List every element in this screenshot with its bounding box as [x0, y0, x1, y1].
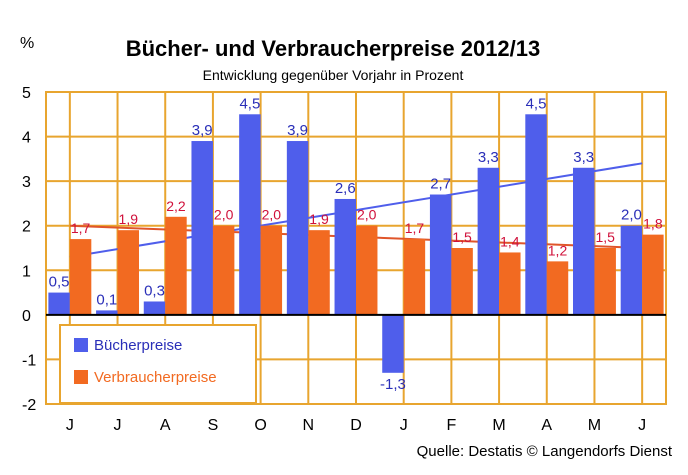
data-label-buecherpreise: 4,5 [526, 95, 547, 112]
data-label-verbraucherpreise: 1,7 [405, 220, 425, 236]
data-label-verbraucherpreise: 1,4 [500, 233, 520, 249]
data-label-verbraucherpreise: 1,9 [119, 211, 139, 227]
x-tick-label: A [160, 417, 171, 434]
data-label-buecherpreise: 3,3 [573, 149, 594, 166]
legend-box [59, 324, 257, 404]
bar-buecherpreise [525, 114, 547, 315]
y-tick-label: 3 [22, 174, 31, 191]
y-tick-label: -1 [22, 352, 36, 369]
x-tick-label: M [588, 417, 601, 434]
data-label-verbraucherpreise: 2,0 [357, 207, 377, 223]
bar-buecherpreise [620, 225, 643, 315]
data-label-verbraucherpreise: 2,0 [262, 207, 282, 223]
data-label-buecherpreise: 0,5 [49, 274, 70, 291]
bar-verbraucherpreise [451, 248, 473, 315]
legend-label-verbraucherpreise: Verbraucherpreise [94, 369, 217, 386]
chart-subtitle: Entwicklung gegenüber Vorjahr in Prozent [203, 67, 464, 83]
bars [48, 114, 664, 373]
x-tick-label: N [303, 417, 315, 434]
x-tick-label: M [492, 417, 505, 434]
x-tick-label: O [254, 417, 266, 434]
x-tick-label: J [114, 417, 122, 434]
data-label-buecherpreise: 3,9 [192, 122, 213, 139]
y-unit-label: % [20, 35, 34, 52]
axes: -2 -1 0 1 2 3 4 5 J J A S O N D J F M A M J [22, 85, 666, 434]
bar-buecherpreise [143, 301, 166, 315]
y-tick-label: 0 [22, 308, 31, 325]
x-tick-label: F [446, 417, 456, 434]
data-label-verbraucherpreise: 1,5 [595, 229, 615, 245]
y-tick-label: -2 [22, 397, 36, 414]
legend: Bücherpreise Verbraucherpreise [59, 324, 257, 404]
data-label-verbraucherpreise: 2,2 [166, 198, 186, 214]
data-label-verbraucherpreise: 1,8 [643, 216, 663, 232]
data-label-buecherpreise: 3,9 [287, 122, 308, 139]
bar-buecherpreise [48, 292, 70, 315]
bar-buecherpreise [191, 141, 213, 315]
bar-verbraucherpreise [165, 216, 187, 315]
bar-buecherpreise [429, 194, 452, 315]
bar-buecherpreise [96, 310, 118, 315]
data-label-buecherpreise: 2,6 [335, 180, 356, 197]
bar-buecherpreise [573, 167, 595, 315]
data-label-verbraucherpreise: 1,2 [548, 242, 568, 258]
data-labels: 0,5 0,1 0,3 3,9 4,5 3,9 2,6 -1,3 2,7 3,3 4,5 3,3 2,0… [49, 95, 663, 393]
y-tick-label: 2 [22, 219, 31, 236]
bar-buecherpreise [382, 314, 404, 373]
bar-verbraucherpreise [308, 230, 330, 315]
bar-verbraucherpreise [212, 225, 235, 315]
bar-verbraucherpreise [403, 239, 426, 315]
bar-buecherpreise [477, 167, 500, 315]
bar-verbraucherpreise [356, 225, 378, 315]
bar-verbraucherpreise [642, 234, 664, 315]
bar-verbraucherpreise [69, 239, 92, 315]
data-label-buecherpreise: -1,3 [380, 376, 406, 393]
data-label-verbraucherpreise: 2,0 [214, 207, 234, 223]
bar-verbraucherpreise [260, 225, 283, 315]
y-tick-label: 1 [22, 263, 31, 280]
data-label-buecherpreise: 2,0 [621, 207, 642, 224]
plot-frame [45, 91, 667, 405]
bar-verbraucherpreise [499, 252, 521, 315]
bar-verbraucherpreise [117, 230, 139, 315]
y-tick-label: 5 [22, 85, 31, 102]
bar-verbraucherpreise [594, 248, 616, 315]
data-label-verbraucherpreise: 1,5 [452, 229, 472, 245]
x-tick-label: S [208, 417, 219, 434]
data-label-buecherpreise: 4,5 [239, 95, 260, 112]
data-label-verbraucherpreise: 1,7 [71, 220, 91, 236]
legend-label-buecherpreise: Bücherpreise [94, 337, 182, 354]
legend-swatch-verbraucherpreise [74, 370, 88, 384]
bar-buecherpreise [334, 198, 356, 315]
legend-swatch-buecherpreise [74, 338, 88, 352]
source-note: Quelle: Destatis © Langendorfs Dienst [417, 443, 673, 460]
x-tick-label: A [541, 417, 552, 434]
x-tick-label: J [638, 417, 646, 434]
chart-title: Bücher- und Verbraucherpreise 2012/13 [126, 36, 541, 61]
data-label-buecherpreise: 0,3 [144, 282, 165, 299]
x-tick-label: J [66, 417, 74, 434]
y-tick-label: 4 [22, 130, 31, 147]
data-label-buecherpreise: 2,7 [430, 176, 451, 193]
data-label-verbraucherpreise: 1,9 [309, 211, 329, 227]
data-label-buecherpreise: 3,3 [478, 149, 499, 166]
bar-buecherpreise [286, 141, 309, 315]
data-label-buecherpreise: 0,1 [96, 291, 117, 308]
bar-buecherpreise [239, 114, 261, 315]
bar-verbraucherpreise [546, 261, 569, 315]
x-tick-label: J [400, 417, 408, 434]
x-tick-label: D [350, 417, 362, 434]
